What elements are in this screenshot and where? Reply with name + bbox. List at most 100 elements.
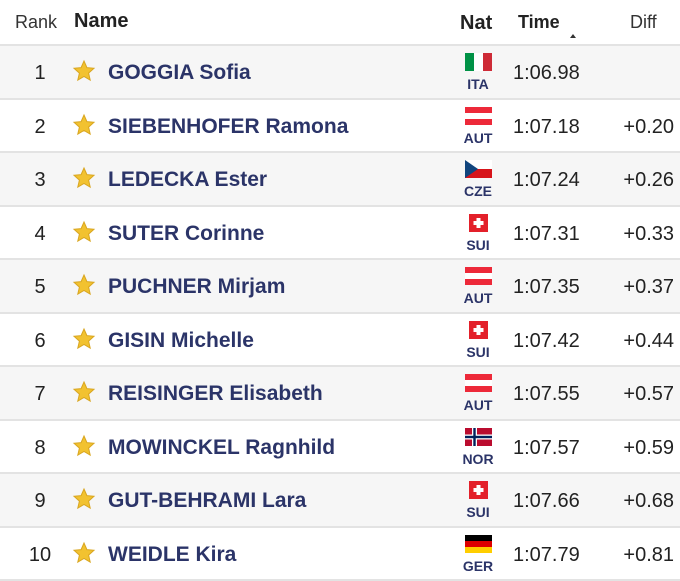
time-header[interactable]: Time bbox=[518, 12, 560, 32]
header-row: Rank Name Nat Time Diff bbox=[0, 0, 680, 46]
rank: 2 bbox=[34, 115, 46, 138]
athlete-name[interactable]: REISINGER Elisabeth bbox=[108, 382, 323, 405]
flag bbox=[465, 107, 492, 130]
flag-icon bbox=[465, 214, 492, 232]
diff-header[interactable]: Diff bbox=[630, 12, 657, 32]
rank: 4 bbox=[34, 222, 46, 245]
star-icon[interactable] bbox=[72, 166, 96, 190]
nation-code: SUI bbox=[466, 504, 490, 520]
athlete-name[interactable]: GOGGIA Sofia bbox=[108, 61, 251, 84]
name-header[interactable]: Name bbox=[74, 10, 129, 32]
result-row: 1 GOGGIA Sofia ITA 1:06.98 bbox=[0, 46, 680, 100]
time: 1:07.35 bbox=[513, 276, 580, 298]
nation-code: AUT bbox=[463, 129, 493, 146]
athlete-name[interactable]: LEDECKA Ester bbox=[108, 168, 268, 191]
time: 1:07.31 bbox=[513, 222, 580, 245]
nat-header[interactable]: Nat bbox=[460, 12, 493, 34]
favorite-star[interactable] bbox=[72, 487, 96, 516]
time: 1:07.42 bbox=[513, 329, 580, 352]
diff: +0.37 bbox=[623, 276, 674, 298]
rank: 10 bbox=[28, 543, 52, 566]
athlete-name[interactable]: GUT-BEHRAMI Lara bbox=[108, 489, 307, 512]
star-icon[interactable] bbox=[72, 327, 96, 351]
flag bbox=[465, 267, 492, 290]
time: 1:07.55 bbox=[513, 383, 580, 405]
flag-icon bbox=[465, 53, 492, 71]
athlete-name[interactable]: MOWINCKEL Ragnhild bbox=[108, 435, 336, 459]
flag bbox=[465, 374, 492, 397]
time: 1:07.24 bbox=[513, 169, 580, 191]
result-row: 6 GISIN Michelle SUI 1:07.42 +0.44 bbox=[0, 314, 680, 367]
flag bbox=[465, 53, 492, 76]
flag bbox=[465, 214, 492, 237]
athlete-name[interactable]: WEIDLE Kira bbox=[108, 542, 237, 566]
rank: 5 bbox=[34, 276, 46, 298]
athlete-name[interactable]: GISIN Michelle bbox=[108, 328, 254, 352]
diff: +0.44 bbox=[623, 329, 674, 352]
flag bbox=[465, 481, 492, 504]
time: 1:07.57 bbox=[513, 436, 580, 459]
result-row: 4 SUTER Corinne SUI 1:07.31 +0.33 bbox=[0, 207, 680, 260]
nation-code: NOR bbox=[462, 450, 494, 467]
flag-icon bbox=[465, 428, 492, 446]
nation-code: ITA bbox=[467, 76, 489, 92]
favorite-star[interactable] bbox=[72, 59, 96, 88]
nation-code: CZE bbox=[464, 183, 492, 199]
favorite-star[interactable] bbox=[72, 220, 96, 249]
rank-header[interactable]: Rank bbox=[15, 12, 58, 32]
star-icon[interactable] bbox=[72, 380, 96, 404]
favorite-star[interactable] bbox=[72, 380, 96, 409]
flag-icon bbox=[465, 321, 492, 339]
favorite-star[interactable] bbox=[72, 166, 96, 195]
time: 1:06.98 bbox=[513, 62, 580, 84]
favorite-star[interactable] bbox=[72, 273, 96, 302]
diff: +0.33 bbox=[623, 222, 674, 245]
star-icon[interactable] bbox=[72, 434, 96, 458]
result-row: 3 LEDECKA Ester CZE 1:07.24 +0.26 bbox=[0, 153, 680, 207]
favorite-star[interactable] bbox=[72, 434, 96, 463]
flag bbox=[465, 321, 492, 344]
flag-icon bbox=[465, 374, 492, 392]
flag-icon bbox=[465, 107, 492, 125]
flag-icon bbox=[465, 535, 492, 553]
rank: 7 bbox=[34, 383, 46, 405]
diff: +0.57 bbox=[623, 383, 674, 405]
time: 1:07.18 bbox=[513, 115, 580, 138]
favorite-star[interactable] bbox=[72, 541, 96, 570]
time: 1:07.66 bbox=[513, 490, 580, 512]
rank: 9 bbox=[34, 490, 46, 512]
rank: 6 bbox=[34, 329, 46, 352]
nation-code: GER bbox=[462, 557, 494, 574]
diff: +0.68 bbox=[623, 490, 674, 512]
result-row: 8 MOWINCKEL Ragnhild NOR 1:07.57 +0.59 bbox=[0, 421, 680, 474]
result-row: 10 WEIDLE Kira GER 1:07.79 +0.81 bbox=[0, 528, 680, 581]
diff: +0.81 bbox=[623, 543, 674, 566]
flag-icon bbox=[465, 160, 492, 178]
rank: 8 bbox=[34, 436, 46, 459]
result-row: 7 REISINGER Elisabeth AUT 1:07.55 +0.57 bbox=[0, 367, 680, 421]
star-icon[interactable] bbox=[72, 487, 96, 511]
star-icon[interactable] bbox=[72, 220, 96, 244]
star-icon[interactable] bbox=[72, 273, 96, 297]
nation-code: SUI bbox=[466, 236, 490, 253]
flag bbox=[465, 160, 492, 183]
favorite-star[interactable] bbox=[72, 113, 96, 142]
athlete-name[interactable]: PUCHNER Mirjam bbox=[108, 275, 286, 298]
nation-code: SUI bbox=[466, 343, 490, 360]
result-row: 5 PUCHNER Mirjam AUT 1:07.35 +0.37 bbox=[0, 260, 680, 314]
athlete-name[interactable]: SIEBENHOFER Ramona bbox=[108, 114, 349, 138]
sort-caret bbox=[570, 34, 576, 38]
star-icon[interactable] bbox=[72, 541, 96, 565]
star-icon[interactable] bbox=[72, 113, 96, 137]
star-icon[interactable] bbox=[72, 59, 96, 83]
time: 1:07.79 bbox=[513, 543, 580, 566]
flag bbox=[465, 428, 492, 451]
athlete-name[interactable]: SUTER Corinne bbox=[108, 221, 265, 245]
result-row: 2 SIEBENHOFER Ramona AUT 1:07.18 +0.20 bbox=[0, 100, 680, 153]
favorite-star[interactable] bbox=[72, 327, 96, 356]
flag-icon bbox=[465, 267, 492, 285]
rank: 3 bbox=[34, 169, 46, 191]
nation-code: AUT bbox=[463, 290, 493, 306]
flag-icon bbox=[465, 481, 492, 499]
